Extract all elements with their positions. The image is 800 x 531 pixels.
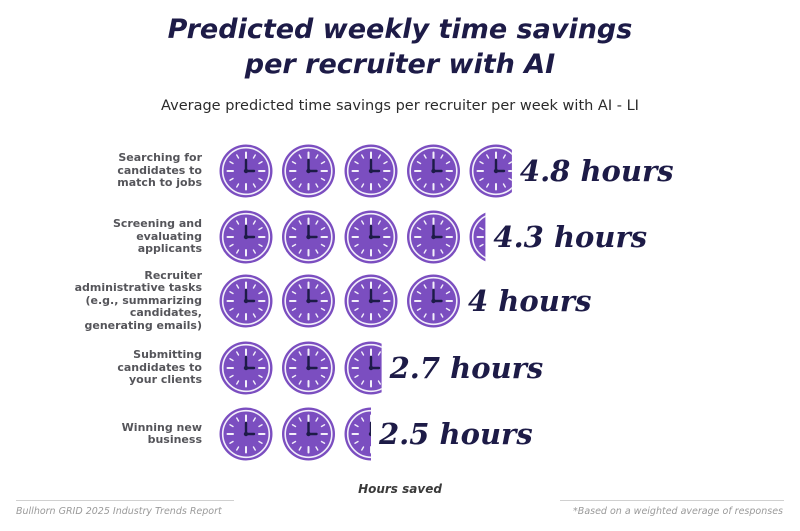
clock-icon bbox=[219, 274, 273, 328]
bar-row-1 bbox=[219, 144, 512, 198]
category-label-line: evaluating bbox=[136, 229, 202, 243]
clock-icon bbox=[282, 144, 335, 198]
category-label-line: match to jobs bbox=[117, 176, 202, 190]
clock-icon bbox=[407, 144, 460, 198]
category-label-line: (e.g., summarizing bbox=[85, 293, 202, 307]
footer-note: *Based on a weighted average of response… bbox=[573, 506, 783, 517]
category-label-line: Winning new bbox=[121, 420, 202, 434]
clock-icon bbox=[219, 407, 273, 461]
clock-icon bbox=[407, 274, 460, 328]
footer-divider-right bbox=[560, 500, 784, 501]
category-label-line: candidates, bbox=[129, 306, 202, 320]
category-label: Submitting candidates to your clients bbox=[72, 349, 202, 387]
partial-clock-icon bbox=[344, 407, 371, 461]
clock-icon bbox=[282, 341, 335, 395]
category-label-line: Submitting bbox=[133, 348, 202, 362]
category-label-line: candidates to bbox=[117, 360, 202, 374]
category-label: Winning new business bbox=[72, 420, 202, 447]
data-label: 2.5 hours bbox=[379, 417, 533, 451]
category-label: Screening and evaluating applicants bbox=[72, 218, 202, 256]
data-label: 2.7 hours bbox=[389, 351, 544, 385]
chart-title-line-1: Predicted weekly time savings bbox=[167, 14, 633, 45]
bar-row-3 bbox=[219, 274, 460, 328]
bar-row-2 bbox=[219, 210, 486, 264]
clock-icon bbox=[344, 274, 398, 328]
clock-icon bbox=[282, 210, 335, 264]
chart-title-line-2: per recruiter with AI bbox=[244, 49, 556, 80]
clock-icon bbox=[219, 210, 273, 264]
data-label: 4.8 hours bbox=[519, 154, 674, 188]
clock-icon bbox=[282, 274, 335, 328]
clock-icon bbox=[219, 341, 273, 395]
clock-icon bbox=[344, 210, 398, 264]
x-axis-label: Hours saved bbox=[358, 482, 442, 496]
category-label: Searching for candidates to match to jobs bbox=[72, 152, 202, 190]
chart-subtitle: Average predicted time savings per recru… bbox=[161, 98, 639, 114]
category-label-line: Searching for bbox=[118, 151, 202, 165]
data-label: 4.3 hours bbox=[493, 220, 648, 254]
data-label: 4 hours bbox=[468, 284, 592, 318]
footer-source: Bullhorn GRID 2025 Industry Trends Repor… bbox=[16, 506, 222, 517]
clock-icon bbox=[344, 144, 398, 198]
category-label-line: candidates to bbox=[117, 163, 202, 177]
category-label: Recruiter administrative tasks (e.g., summ… bbox=[72, 268, 203, 333]
clock-icon bbox=[282, 407, 335, 461]
bar-row-5 bbox=[219, 407, 371, 461]
clock-icon bbox=[407, 210, 460, 264]
partial-clock-icon bbox=[469, 212, 486, 262]
partial-clock-icon bbox=[469, 144, 512, 198]
category-label-line: generating emails) bbox=[84, 318, 203, 332]
category-label-line: business bbox=[147, 433, 202, 446]
category-label-line: applicants bbox=[137, 242, 202, 256]
footer-divider-left bbox=[16, 500, 234, 501]
category-label-line: your clients bbox=[129, 373, 202, 387]
bar-row-4 bbox=[219, 341, 382, 395]
category-label-line: Recruiter bbox=[144, 268, 202, 282]
category-label-line: Screening and bbox=[112, 217, 202, 231]
partial-clock-icon bbox=[344, 341, 382, 395]
category-label-line: administrative tasks bbox=[74, 281, 202, 295]
clock-icon bbox=[219, 144, 273, 198]
